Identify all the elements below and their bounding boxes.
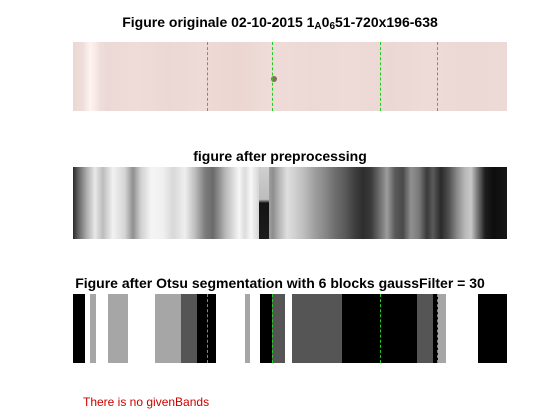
segmentation-title: Figure after Otsu segmentation with 6 bl… [75,275,485,291]
segment-block [433,294,438,363]
guide-line-2 [272,294,273,363]
guide-line-1 [207,294,208,363]
segment-block [417,294,433,363]
segment-block [181,294,197,363]
segment-block [292,294,342,363]
segmentation-panel [73,294,507,363]
guide-line-2 [272,42,273,111]
preprocessed-image-panel [73,167,507,239]
guide-line-1 [207,42,208,111]
segment-block [197,294,216,363]
image-spot [271,76,277,82]
guide-line-3 [380,294,381,363]
segment-block [155,294,181,363]
guide-line-4 [437,294,438,363]
segment-block [90,294,96,363]
guide-line-4 [437,42,438,111]
segment-block [108,294,128,363]
no-bands-message: There is no givenBands [83,395,210,409]
original-figure-title: Figure originale 02-10-2015 1A0651-720x1… [122,14,438,32]
segment-block [478,294,507,363]
paper-crease [83,42,101,111]
segment-block [73,294,85,363]
segment-block [245,294,250,363]
preprocessed-band [259,167,269,239]
original-image-panel [73,42,507,111]
segment-block [438,294,446,363]
segment-block [272,294,285,363]
guide-line-3 [380,42,381,111]
segment-block [260,294,272,363]
segment-block [342,294,417,363]
preprocessing-title: figure after preprocessing [193,148,367,164]
